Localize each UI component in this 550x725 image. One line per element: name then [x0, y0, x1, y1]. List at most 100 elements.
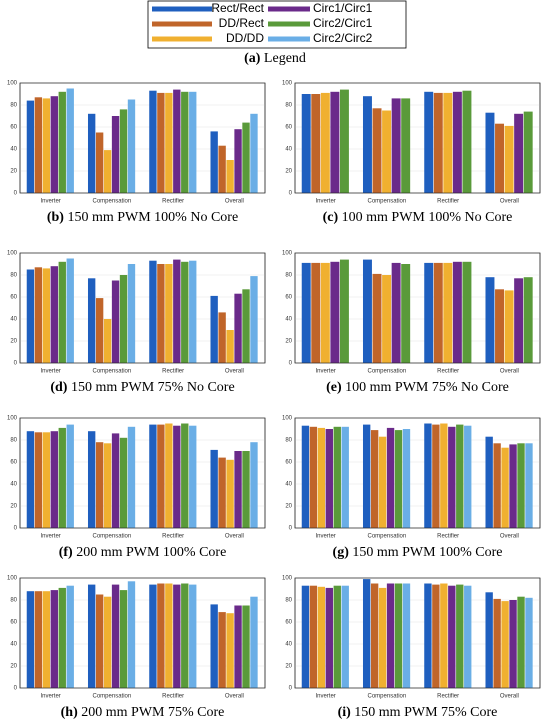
bar: [362, 424, 371, 528]
y-tick-label: 0: [14, 526, 18, 532]
bar: [87, 113, 96, 193]
bar: [58, 91, 66, 193]
bar: [149, 424, 157, 528]
y-tick-label: 20: [10, 504, 17, 510]
bar: [103, 596, 112, 688]
bar: [517, 443, 525, 528]
chart-caption: (e) 100 mm PWM 75% No Core: [326, 380, 509, 395]
bar: [504, 125, 514, 193]
chart-caption: (c) 100 mm PWM 100% No Core: [323, 210, 513, 225]
y-tick-label: 20: [285, 504, 292, 510]
bar: [234, 129, 242, 193]
legend-caption: (a) Legend: [244, 51, 306, 66]
bar: [514, 278, 524, 363]
bar: [525, 443, 533, 528]
x-tick-label: Rectifier: [437, 694, 459, 700]
bar: [173, 425, 181, 528]
y-tick-label: 80: [285, 103, 292, 109]
bar: [234, 293, 242, 363]
legend-label: Circ2/Circ2: [313, 31, 373, 45]
y-tick-label: 100: [282, 81, 293, 87]
x-tick-label: Overall: [500, 369, 519, 375]
bar: [119, 275, 128, 363]
bar: [111, 116, 120, 193]
bar: [218, 312, 226, 363]
bar: [440, 583, 448, 688]
bar: [317, 427, 326, 528]
y-tick-label: 20: [285, 339, 292, 345]
x-tick-label: Inverter: [315, 694, 335, 700]
bar: [333, 426, 341, 528]
chart-title: 150 mm PWM 75% No Core: [71, 380, 235, 395]
bar: [42, 268, 51, 363]
bar: [189, 91, 197, 193]
x-tick-label: Compensation: [93, 694, 132, 700]
bar: [495, 289, 504, 363]
y-tick-label: 60: [10, 295, 17, 301]
x-tick-label: Overall: [225, 534, 244, 540]
bar: [301, 94, 311, 193]
bar: [34, 97, 43, 193]
bar: [325, 587, 333, 688]
x-tick-label: Compensation: [93, 369, 132, 375]
bar: [456, 424, 464, 528]
bar: [372, 273, 382, 363]
bar: [464, 425, 472, 528]
bar: [127, 99, 136, 193]
y-tick-label: 20: [10, 169, 17, 175]
legend-label: Rect/Rect: [211, 1, 264, 15]
bar: [210, 131, 218, 193]
bar: [464, 585, 472, 688]
bar: [432, 584, 440, 688]
y-tick-label: 0: [289, 191, 293, 197]
bar: [50, 96, 58, 193]
x-tick-label: Compensation: [93, 534, 132, 540]
y-tick-label: 0: [14, 191, 18, 197]
bar: [394, 583, 403, 688]
bar: [181, 583, 189, 688]
bar: [325, 429, 333, 528]
bar: [311, 94, 321, 193]
bar: [433, 92, 443, 193]
bar: [485, 436, 493, 528]
bar: [66, 585, 74, 688]
bar: [509, 444, 517, 528]
bar: [485, 277, 495, 363]
bar: [432, 424, 440, 528]
caption-label: (b): [47, 210, 64, 225]
bar: [226, 459, 234, 528]
bar: [440, 423, 448, 528]
bar: [34, 591, 43, 688]
bar: [311, 262, 321, 363]
bar: [58, 427, 66, 528]
bar: [443, 92, 453, 193]
bar: [391, 98, 401, 193]
bar: [95, 442, 104, 528]
x-tick-label: Overall: [225, 199, 244, 205]
bar: [341, 426, 349, 528]
bar: [362, 259, 372, 363]
y-tick-label: 0: [14, 361, 18, 367]
bar: [127, 264, 136, 363]
y-tick-label: 60: [285, 125, 292, 131]
bar: [501, 447, 509, 528]
y-tick-label: 80: [10, 273, 17, 279]
bar: [157, 92, 165, 193]
bar: [382, 110, 392, 193]
bar: [189, 260, 197, 363]
x-tick-label: Overall: [500, 694, 519, 700]
bar: [26, 431, 35, 528]
bar: [523, 277, 533, 363]
bar: [456, 584, 464, 688]
bar: [301, 425, 310, 528]
bar: [443, 262, 453, 363]
bar: [386, 583, 395, 688]
chart-title: 150 mm PWM 75% Core: [354, 705, 497, 720]
bar: [218, 145, 226, 193]
y-tick-label: 20: [10, 664, 17, 670]
bar: [370, 430, 379, 528]
bar: [26, 100, 35, 193]
bar: [66, 258, 74, 363]
caption-label: (h): [61, 705, 78, 720]
caption-label: (i): [338, 705, 352, 720]
